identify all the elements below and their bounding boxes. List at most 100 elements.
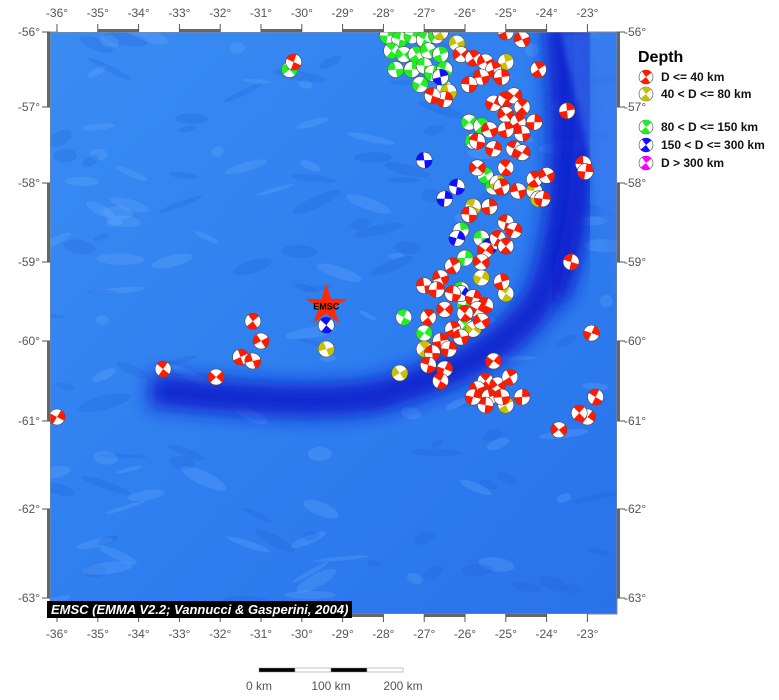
legend-swatch (638, 137, 654, 153)
focal-mechanism-red (493, 178, 511, 196)
lon-tick-label-top: -24° (536, 6, 558, 20)
lon-tick-label-bottom: -27° (413, 627, 435, 641)
focal-mechanism-blue (448, 230, 466, 247)
focal-mechanism-red (432, 372, 449, 390)
legend-title: Depth (638, 49, 683, 66)
focal-mechanism-red (513, 144, 531, 161)
lon-tick-label-top: -34° (128, 6, 150, 20)
focal-mechanism-red (587, 388, 604, 406)
focal-mechanism-red (570, 404, 588, 422)
epicenter-marker[interactable]: EMSC (305, 283, 348, 324)
lon-tick-label-bottom: -33° (168, 627, 190, 641)
lon-tick-label-bottom: -30° (291, 627, 313, 641)
epicenter-label: EMSC (313, 301, 340, 311)
lat-tick-label-right: -57° (624, 100, 646, 114)
focal-mechanism-green (379, 32, 396, 45)
focal-mechanism-green (395, 308, 413, 326)
focal-mechanism-blue (432, 68, 449, 86)
legend-item-label: 150 < D <= 300 km (661, 138, 765, 152)
focal-mechanism-red (50, 408, 66, 426)
focal-mechanism-green (387, 61, 404, 78)
focal-mechanism-red (436, 301, 453, 318)
focal-mechanism-blue (317, 316, 335, 334)
focal-mechanism-red (473, 68, 490, 86)
focal-mechanism-red (493, 273, 511, 291)
star-icon (305, 283, 348, 324)
focal-mechanism-red (509, 182, 527, 200)
lat-tick-label-left: -59° (18, 255, 40, 269)
focal-mechanism-red (558, 102, 576, 120)
trench (148, 32, 583, 418)
focal-mechanism-red (583, 324, 600, 342)
focal-mechanism-red (428, 281, 445, 298)
focal-mechanism-red (501, 368, 519, 386)
focal-mechanism-red (534, 190, 551, 208)
focal-mechanism-red (440, 340, 457, 358)
lon-tick-label-top: -32° (209, 6, 231, 20)
lon-tick-label-top: -35° (87, 6, 109, 20)
legend-item-label: D <= 40 km (661, 70, 724, 84)
focal-mechanism-red (456, 305, 474, 322)
legend-item-label: 40 < D <= 80 km (661, 87, 751, 101)
lon-tick-label-bottom: -23° (576, 627, 598, 641)
lat-tick-label-left: -56° (18, 25, 40, 39)
focal-mechanism-red (513, 388, 531, 406)
lon-tick-label-top: -30° (291, 6, 313, 20)
lon-tick-label-top: -31° (250, 6, 272, 20)
focal-mechanism-red (497, 121, 515, 139)
focal-mechanism-red (481, 198, 498, 215)
focal-mechanisms (50, 32, 604, 439)
lon-tick-label-bottom: -34° (128, 627, 150, 641)
focal-mechanism-red (154, 360, 172, 378)
focal-mechanism-red (481, 121, 498, 139)
legend-swatch (638, 119, 654, 135)
focal-mechanism-red (513, 98, 531, 116)
focal-mechanism-red (505, 87, 523, 105)
focal-mechanism-red (497, 106, 515, 123)
focal-mechanism-green (432, 46, 449, 63)
focal-mechanism-red (468, 159, 486, 177)
focal-mechanism-red (497, 32, 515, 41)
focal-mechanism-red (485, 352, 502, 370)
focal-mechanism-red (505, 222, 523, 239)
axis-ticks: -36° -36° -35° -35° -34° -34° -33° -33° -32° -32°… (18, 6, 647, 641)
focal-mechanism-yellow (317, 340, 335, 358)
legend-item-label: 80 < D <= 150 km (661, 120, 758, 134)
focal-mechanism-green (403, 32, 421, 45)
lon-tick-label-bottom: -36° (46, 627, 68, 641)
depth-legend: Depth D <= 40 km 40 < D <= 80 km 80 < D <= … (638, 49, 765, 171)
lon-tick-label-top: -23° (576, 6, 598, 20)
scale-label: 100 km (311, 679, 350, 693)
lat-tick-label-left: -58° (18, 176, 40, 190)
lat-tick-label-left: -57° (18, 100, 40, 114)
focal-mechanism-red (207, 368, 225, 386)
focal-mechanism-yellow (473, 269, 490, 287)
lat-tick-label-left: -60° (18, 334, 40, 348)
focal-mechanism-red (464, 388, 482, 406)
lon-tick-label-bottom: -32° (209, 627, 231, 641)
focal-mechanism-green (411, 76, 429, 93)
legend-swatch (638, 86, 654, 102)
lon-tick-label-bottom: -25° (495, 627, 517, 641)
focal-mechanism-red (538, 167, 555, 184)
focal-mechanism-red (468, 132, 486, 150)
lon-tick-label-top: -29° (332, 6, 354, 20)
lat-tick-label-right: -56° (624, 25, 646, 39)
focal-mechanism-red (473, 253, 490, 271)
lat-tick-label-left: -63° (18, 591, 40, 605)
focal-mechanism-blue (448, 178, 466, 196)
legend-swatch (638, 155, 654, 171)
focal-mechanism-red (485, 140, 502, 158)
focal-mechanism-red (577, 163, 594, 180)
scale-bar: 0 km 100 km 200 km (246, 667, 423, 693)
focal-mechanism-red (444, 257, 462, 275)
lat-tick-label-right: -63° (624, 591, 646, 605)
lat-tick-label-right: -59° (624, 255, 646, 269)
lon-tick-label-top: -33° (168, 6, 190, 20)
focal-mechanism-red (513, 32, 531, 48)
focal-mechanism-red (424, 87, 441, 105)
focal-mechanism-green (415, 324, 433, 342)
focal-mechanism-red (497, 237, 515, 255)
